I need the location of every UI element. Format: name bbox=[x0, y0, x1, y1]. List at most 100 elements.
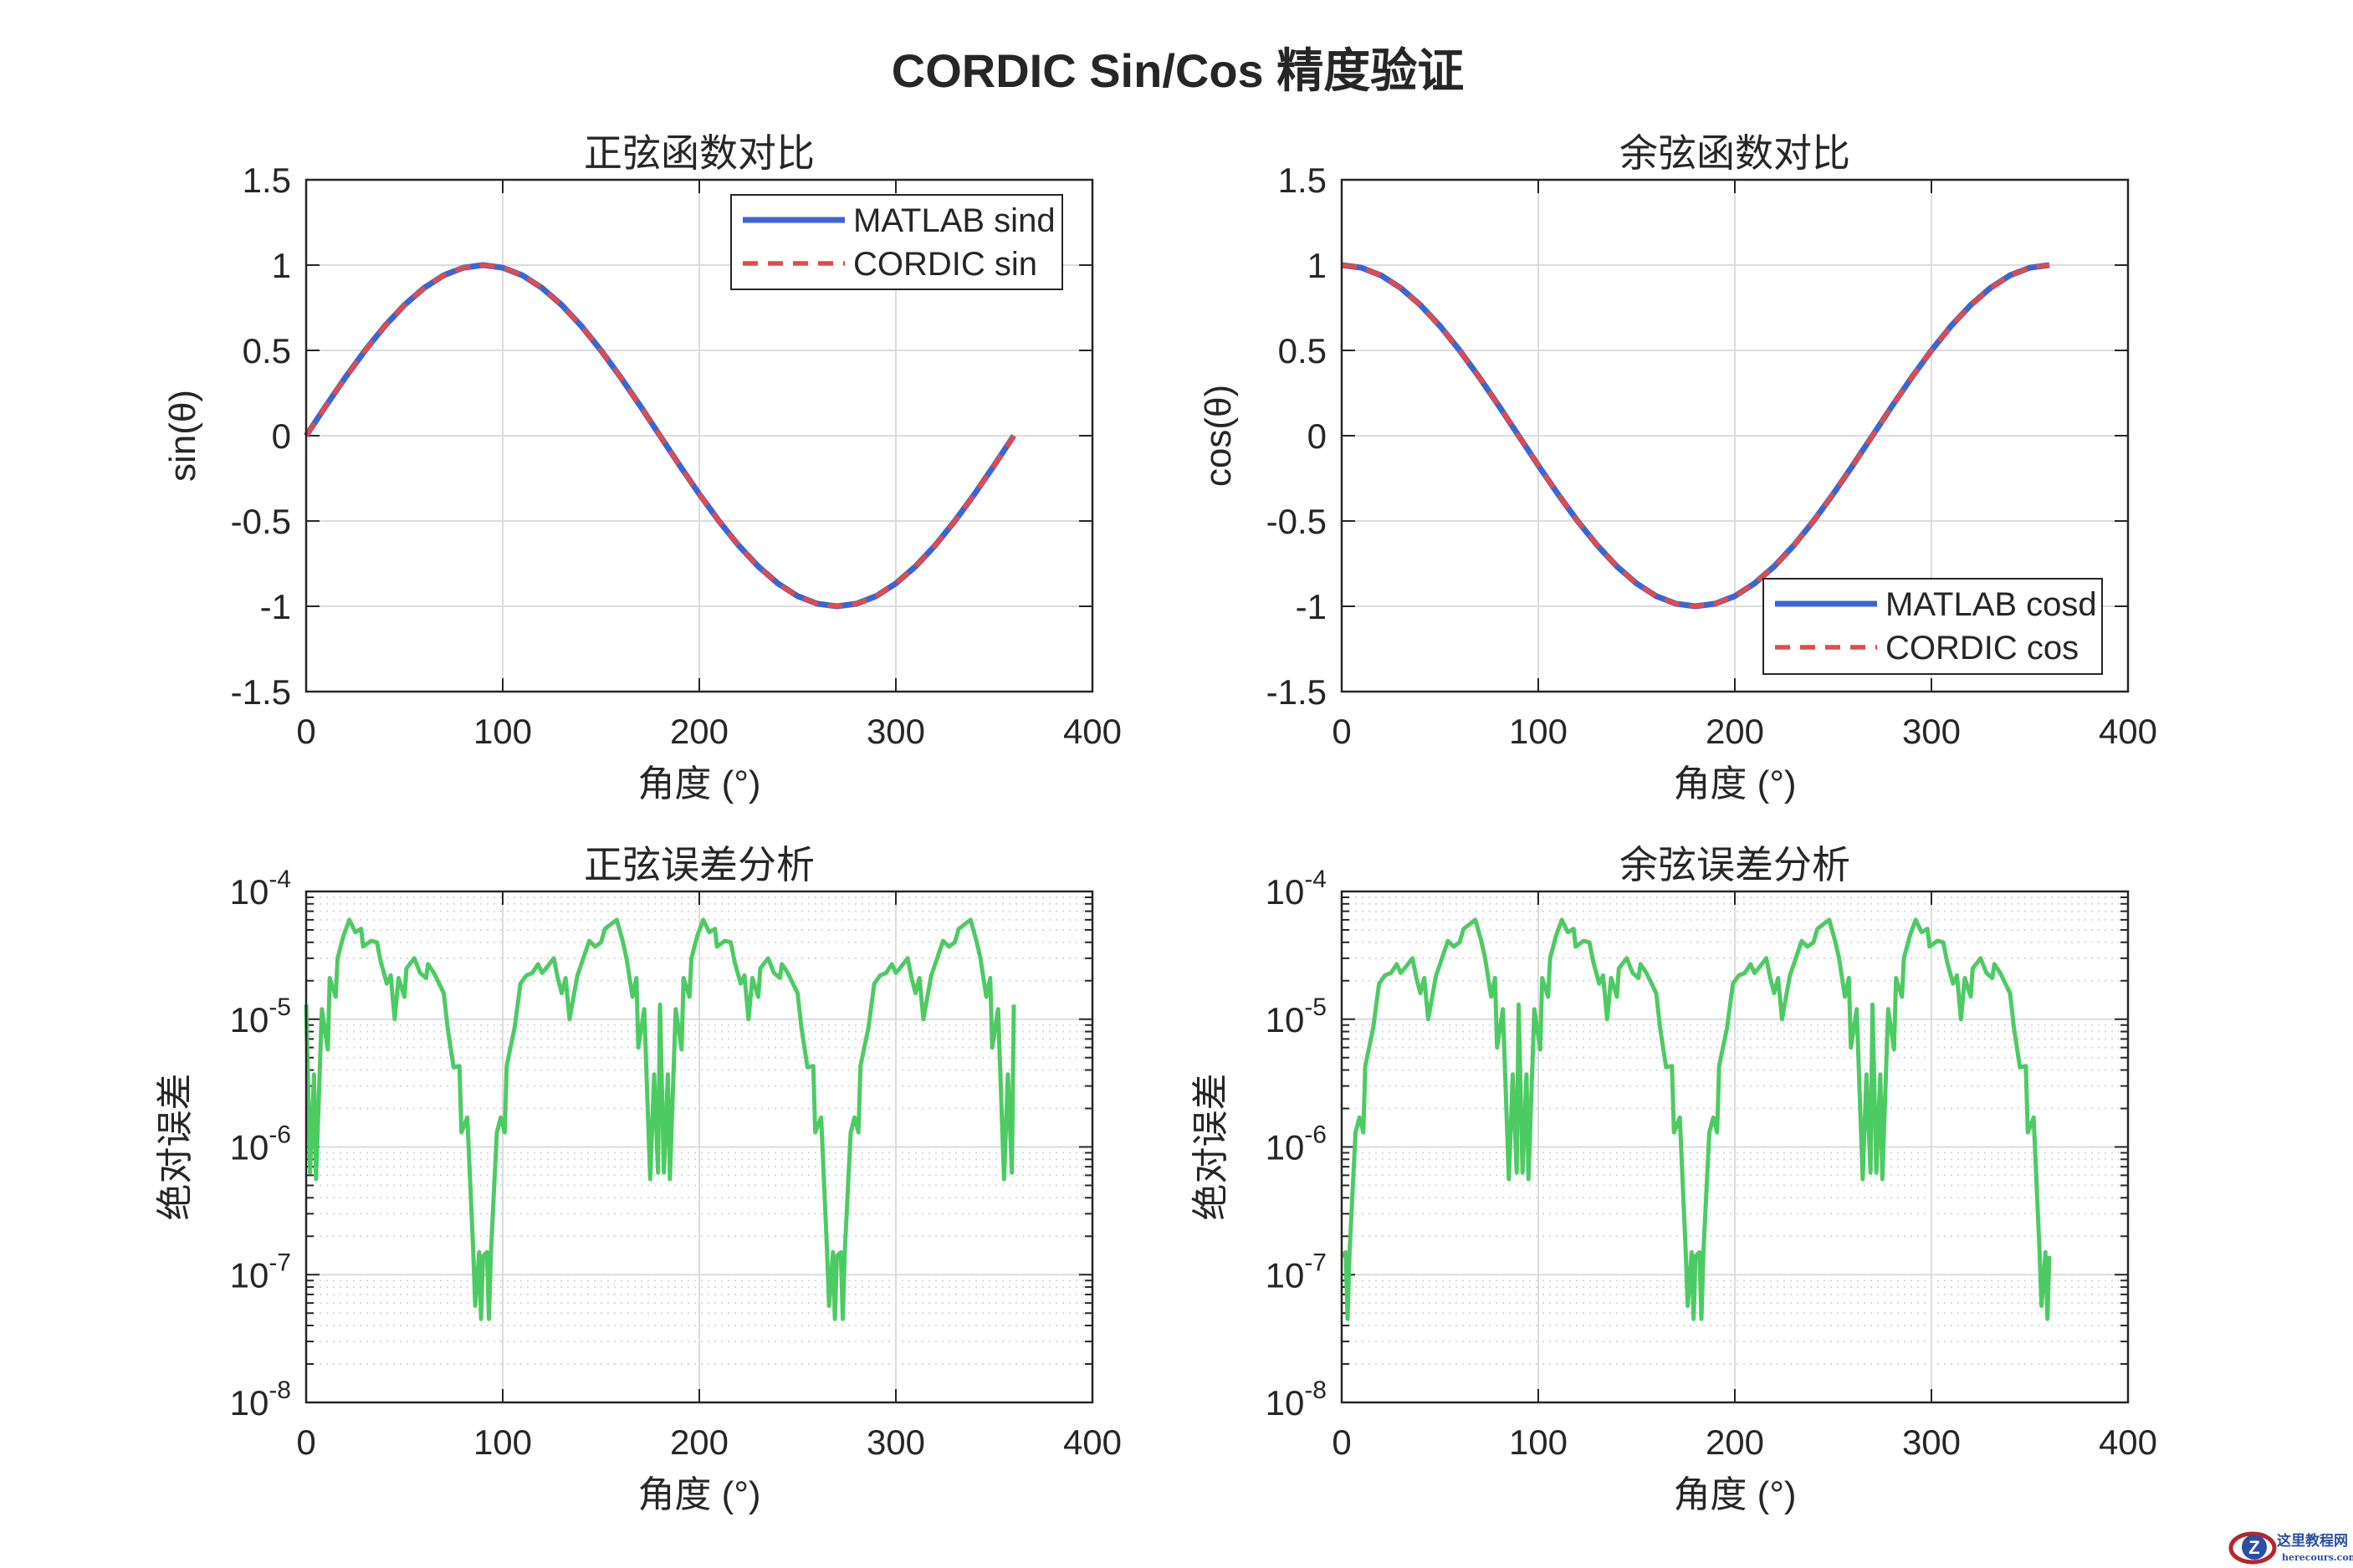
y-tick-label-exponent: -8 bbox=[269, 1376, 291, 1404]
x-tick-label: 200 bbox=[1706, 1422, 1764, 1462]
y-tick-label: 0.5 bbox=[243, 331, 291, 370]
subplot-title: 正弦误差分析 bbox=[584, 843, 815, 886]
x-tick-label: 0 bbox=[1332, 1422, 1351, 1462]
logo-globe-icon bbox=[2242, 1535, 2267, 1560]
x-tick-label: 200 bbox=[670, 1422, 729, 1462]
x-tick-label: 0 bbox=[1332, 712, 1351, 751]
svg-text:Z: Z bbox=[2248, 1537, 2259, 1558]
series-line-cordic-sin bbox=[304, 263, 1016, 609]
y-tick-label: 10-5 bbox=[1266, 993, 1327, 1039]
y-tick-label-exponent: -4 bbox=[1304, 866, 1327, 893]
y-tick-label: 10-6 bbox=[1266, 1121, 1327, 1167]
x-tick-label: 100 bbox=[473, 1422, 532, 1462]
y-axis-label: sin(θ) bbox=[162, 390, 203, 482]
y-tick-label: 10-7 bbox=[1266, 1249, 1327, 1295]
watermark-subtext: herecours.com bbox=[2282, 1552, 2353, 1563]
y-tick-label-base: 10 bbox=[1266, 872, 1305, 912]
y-tick-label-exponent: -5 bbox=[269, 993, 291, 1021]
y-tick-label: 0.5 bbox=[1278, 331, 1327, 370]
y-tick-label-exponent: -7 bbox=[1304, 1249, 1327, 1276]
y-tick-label-base: 10 bbox=[230, 1255, 269, 1295]
y-tick-label: -1 bbox=[260, 587, 291, 626]
legend-entry: CORDIC sin bbox=[853, 246, 1037, 283]
subplot-title: 余弦误差分析 bbox=[1619, 843, 1850, 886]
series-line-error bbox=[1340, 917, 2052, 1321]
y-tick-label: 10-7 bbox=[230, 1249, 291, 1295]
subplot-2: 0 100 200 300 400 -1.5 -1 -0.5 0 0.5 1 1.5 余弦函数对比角度 … bbox=[1198, 131, 2157, 804]
y-tick-label-base: 10 bbox=[230, 1128, 269, 1167]
legend-entry: MATLAB cosd bbox=[1885, 586, 2097, 623]
legend: MATLAB sind CORDIC sin bbox=[730, 194, 1063, 290]
y-tick-label: 1.5 bbox=[1278, 161, 1327, 200]
y-tick-label: -0.5 bbox=[231, 502, 291, 541]
x-axis-label: 角度 (°) bbox=[1673, 764, 1796, 804]
series-line-error bbox=[304, 917, 1016, 1321]
y-tick-label-exponent: -7 bbox=[269, 1249, 291, 1276]
logo-ring-icon bbox=[2228, 1531, 2277, 1565]
x-tick-label: 300 bbox=[867, 1422, 925, 1462]
y-axis-label: cos(θ) bbox=[1198, 385, 1239, 487]
x-tick-label: 0 bbox=[296, 1422, 315, 1462]
y-axis-label: 绝对误差 bbox=[155, 1074, 196, 1221]
y-tick-label-base: 10 bbox=[230, 872, 269, 912]
subplot-1: 0 100 200 300 400 -1.5 -1 -0.5 0 0.5 1 1.5 正弦函数对比角度 … bbox=[162, 131, 1122, 804]
x-tick-label: 400 bbox=[2099, 1422, 2157, 1462]
legend-entry: CORDIC cos bbox=[1885, 630, 2079, 667]
legend-box bbox=[730, 194, 1063, 290]
y-tick-label-base: 10 bbox=[1266, 1383, 1305, 1422]
y-tick-label: 1 bbox=[1307, 246, 1327, 285]
watermark-text: 这里教程网 bbox=[2277, 1532, 2348, 1550]
y-tick-label-exponent: -8 bbox=[1304, 1376, 1327, 1404]
y-tick-label-base: 10 bbox=[1266, 1128, 1305, 1167]
axes-box bbox=[1340, 890, 2130, 1404]
y-tick-label: 10-4 bbox=[230, 866, 291, 912]
y-tick-label: 0 bbox=[1307, 416, 1327, 456]
x-tick-label: 100 bbox=[1509, 712, 1568, 751]
x-tick-label: 100 bbox=[1509, 1422, 1568, 1462]
x-axis-label: 角度 (°) bbox=[637, 764, 760, 804]
y-tick-label: -1.5 bbox=[1266, 672, 1327, 712]
y-tick-label-exponent: -6 bbox=[269, 1121, 291, 1149]
axes-box bbox=[304, 890, 1094, 1404]
x-tick-label: 0 bbox=[296, 712, 315, 751]
subplot-title: 余弦函数对比 bbox=[1619, 131, 1850, 175]
y-tick-label: -0.5 bbox=[1266, 502, 1327, 541]
subplot-title: 正弦函数对比 bbox=[584, 131, 815, 175]
y-tick-label-base: 10 bbox=[230, 1000, 269, 1039]
y-tick-label-exponent: -4 bbox=[269, 866, 291, 893]
y-tick-label-exponent: -6 bbox=[1304, 1121, 1327, 1149]
x-axis-label: 角度 (°) bbox=[1673, 1474, 1796, 1515]
series-line-cordic-cos bbox=[1341, 263, 2050, 609]
figure-title: CORDIC Sin/Cos 精度验证 bbox=[892, 44, 1464, 97]
x-tick-label: 100 bbox=[473, 712, 532, 751]
y-tick-label: 0 bbox=[272, 416, 291, 456]
y-tick-label: 1.5 bbox=[243, 161, 291, 200]
y-tick-label-base: 10 bbox=[230, 1383, 269, 1422]
legend: MATLAB cosd CORDIC cos bbox=[1762, 578, 2103, 675]
x-tick-label: 200 bbox=[670, 712, 729, 751]
x-axis-label: 角度 (°) bbox=[637, 1474, 760, 1515]
y-tick-label: 1 bbox=[272, 246, 291, 285]
legend-box bbox=[1762, 578, 2103, 675]
y-tick-label: 10-8 bbox=[1266, 1376, 1327, 1422]
x-tick-label: 300 bbox=[1902, 712, 1961, 751]
x-tick-label: 300 bbox=[1902, 1422, 1961, 1462]
x-tick-label: 400 bbox=[1063, 1422, 1122, 1462]
y-tick-label: 10-5 bbox=[230, 993, 291, 1039]
legend-entry: MATLAB sind bbox=[853, 202, 1056, 239]
y-tick-label: 10-6 bbox=[230, 1121, 291, 1167]
y-tick-label-exponent: -5 bbox=[1304, 993, 1327, 1021]
y-tick-label-base: 10 bbox=[1266, 1255, 1305, 1295]
axes-box bbox=[1340, 178, 2130, 693]
x-tick-label: 300 bbox=[867, 712, 925, 751]
y-tick-label: -1.5 bbox=[231, 672, 291, 712]
y-tick-label: 10-4 bbox=[1266, 866, 1327, 912]
y-tick-label-base: 10 bbox=[1266, 1000, 1305, 1039]
watermark-logo: Z 这里教程网 herecours.com bbox=[2228, 1531, 2353, 1565]
y-tick-label: -1 bbox=[1296, 587, 1327, 626]
axes-box bbox=[304, 178, 1094, 693]
y-tick-label: 10-8 bbox=[230, 1376, 291, 1422]
